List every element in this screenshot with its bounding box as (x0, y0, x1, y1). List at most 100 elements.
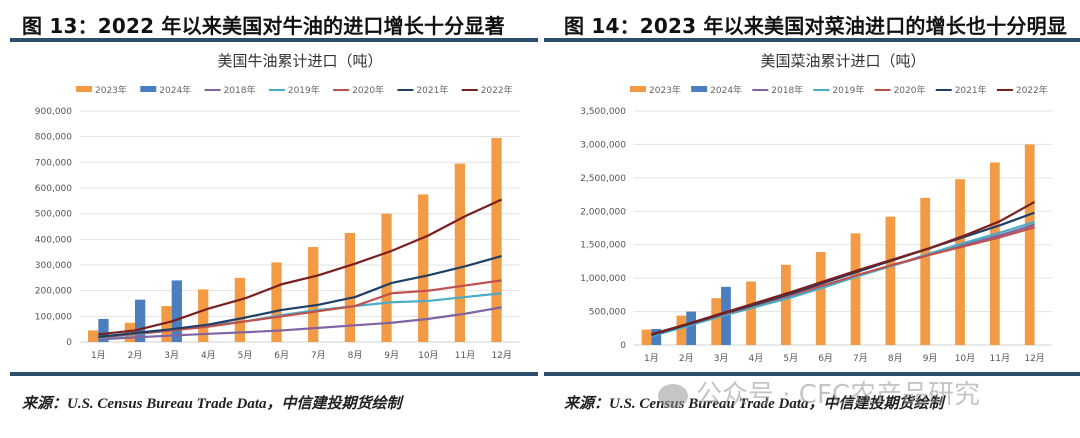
y-tick-label: 1,500,000 (580, 241, 626, 251)
legend-label: 2018年 (224, 84, 256, 96)
x-tick-label: 5月 (238, 350, 253, 361)
bar-2023-8月 (885, 216, 896, 345)
footer-rule (10, 372, 538, 376)
figure-title: 图 14：2023 年以来美国对菜油进口的增长也十分明显 (564, 14, 1068, 38)
bar-2023-10月 (418, 194, 429, 342)
bar-2023-3月 (711, 298, 722, 345)
legend-swatch-2018 (204, 89, 221, 91)
bar-2023-11月 (454, 163, 465, 342)
legend-swatch-2019 (813, 89, 830, 91)
wechat-icon (658, 383, 688, 408)
bar-2023-7月 (850, 233, 861, 345)
line-series-2018 (98, 306, 502, 341)
bar-2023-2月 (124, 322, 135, 342)
y-tick-label: 200,000 (35, 287, 72, 297)
footer-rule (544, 372, 1080, 376)
x-tick-label: 2月 (128, 350, 143, 361)
bar-2023-9月 (920, 197, 931, 345)
bar-2023-11月 (989, 162, 1000, 345)
y-tick-label: 300,000 (35, 261, 72, 271)
y-tick-label: 1,000,000 (580, 274, 626, 284)
bar-2024-1月 (98, 318, 109, 342)
x-tick-label: 7月 (853, 353, 868, 364)
bar-2023-6月 (815, 252, 826, 345)
bar-2023-12月 (491, 137, 502, 342)
legend-label: 2022年 (1016, 84, 1048, 96)
bar-2023-8月 (344, 232, 355, 342)
line-series-2022 (98, 198, 503, 336)
legend-swatch-2023 (76, 86, 92, 92)
legend-swatch-2021 (935, 89, 952, 91)
bar-2023-7月 (308, 247, 319, 342)
y-tick-label: 700,000 (35, 158, 72, 168)
legend-label: 2019年 (288, 84, 320, 96)
x-tick-label: 8月 (348, 350, 363, 361)
watermark: 公众号 · CFC农产品研究 (658, 374, 980, 411)
figure-panel-13: 图 13：2022 年以来美国对牛油的进口增长十分显著 美国牛油累计进口（吨） 2… (10, 0, 540, 438)
bar-2024-2月 (686, 311, 697, 345)
x-tick-label: 12月 (1024, 353, 1044, 364)
title-rule (544, 38, 1080, 42)
bar-2023-10月 (955, 179, 965, 345)
line-series-2019 (651, 220, 1035, 338)
x-tick-label: 8月 (888, 353, 903, 364)
y-tick-label: 2,000,000 (580, 207, 626, 217)
bar-2023-12月 (1024, 144, 1035, 345)
x-tick-label: 5月 (783, 353, 798, 364)
chart-title: 美国菜油累计进口（吨） (760, 52, 925, 70)
y-tick-label: 3,000,000 (580, 140, 626, 150)
legend-label: 2024年 (710, 84, 742, 96)
x-tick-label: 1月 (644, 353, 659, 364)
y-tick-label: 400,000 (35, 235, 72, 245)
bar-2023-1月 (641, 329, 652, 345)
bar-2023-3月 (161, 306, 172, 342)
y-tick-label: 2,500,000 (580, 174, 626, 184)
source-note: 来源：U.S. Census Bureau Trade Data，中信建投期货绘… (22, 396, 402, 412)
y-tick-label: 0 (620, 341, 626, 351)
x-tick-label: 9月 (923, 353, 938, 364)
legend-swatch-2024 (140, 86, 157, 92)
x-tick-label: 2月 (679, 353, 694, 364)
x-tick-label: 12月 (491, 350, 511, 361)
legend-label: 2020年 (352, 84, 384, 96)
y-tick-label: 500,000 (589, 308, 626, 318)
x-tick-label: 9月 (384, 350, 399, 361)
legend-swatch-2020 (333, 89, 350, 91)
x-tick-label: 1月 (91, 350, 106, 361)
legend-swatch-2020 (874, 89, 891, 91)
legend-label: 2020年 (894, 84, 926, 96)
y-tick-label: 600,000 (35, 184, 72, 194)
legend-swatch-2021 (397, 89, 414, 91)
bar-2024-2月 (135, 299, 146, 342)
line-series-2021 (98, 254, 502, 338)
legend-label: 2022年 (481, 84, 513, 96)
y-tick-label: 100,000 (35, 312, 72, 322)
bar-2023-1月 (88, 330, 99, 342)
title-rule (10, 38, 538, 42)
x-tick-label: 6月 (274, 350, 289, 361)
x-tick-label: 4月 (749, 353, 764, 364)
legend-swatch-2018 (752, 89, 769, 91)
legend-label: 2019年 (832, 84, 864, 96)
chart-title: 美国牛油累计进口（吨） (217, 52, 382, 70)
x-tick-label: 4月 (201, 350, 216, 361)
y-tick-label: 800,000 (35, 133, 72, 143)
bar-2024-1月 (651, 328, 662, 345)
figure-title: 图 13：2022 年以来美国对牛油的进口增长十分显著 (22, 14, 505, 38)
bar-2023-4月 (746, 281, 756, 345)
x-tick-label: 10月 (418, 350, 438, 361)
legend-swatch-2019 (268, 89, 285, 91)
legend-swatch-2022 (461, 89, 478, 91)
legend-label: 2023年 (649, 84, 681, 96)
x-tick-label: 11月 (455, 350, 475, 361)
bar-2023-4月 (198, 289, 209, 342)
legend-label: 2023年 (95, 84, 127, 96)
x-tick-label: 6月 (818, 353, 833, 364)
line-series-2022 (651, 200, 1036, 336)
line-series-2020 (98, 279, 502, 339)
bar-2023-9月 (381, 213, 392, 342)
legend-label: 2024年 (159, 84, 191, 96)
legend-label: 2021年 (955, 84, 987, 96)
x-tick-label: 7月 (311, 350, 326, 361)
y-tick-label: 500,000 (35, 210, 72, 220)
